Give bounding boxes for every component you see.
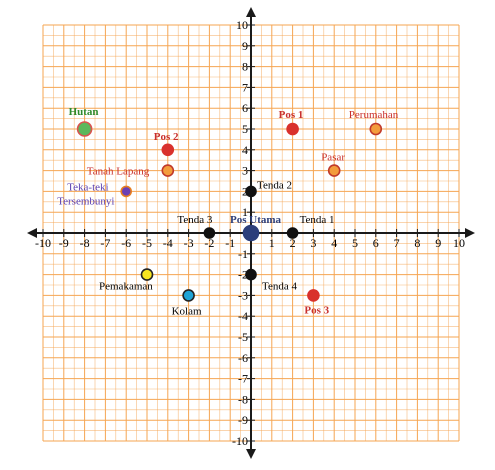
y-tick-label: -4 [238, 309, 248, 323]
label-perumahan: Perumahan [349, 109, 399, 121]
point-tenda-4 [245, 268, 257, 281]
y-tick-label: -10 [232, 434, 248, 448]
point-pos-3 [307, 289, 320, 302]
x-tick-label: 7 [394, 236, 400, 250]
x-tick-label: -1 [225, 236, 235, 250]
x-tick-label: -7 [100, 236, 110, 250]
y-tick-label: 4 [242, 143, 248, 157]
y-tick-label: 8 [242, 60, 248, 74]
x-tick-label: 4 [331, 236, 337, 250]
x-tick-label: -4 [163, 236, 173, 250]
x-tick-label: -8 [80, 236, 90, 250]
point-pos-1 [286, 122, 299, 136]
label-pos-2: Pos 2 [154, 131, 179, 143]
point-labels: Hutan Pos 2 Tanah Lapang Teka-teki Tersembun… [57, 106, 399, 317]
y-axis-up-arrow-icon [246, 7, 256, 17]
point-tanah-lapang [161, 164, 175, 177]
y-tick-label: -3 [238, 288, 248, 302]
point-tenda-3 [203, 227, 216, 239]
y-tick-label: -8 [238, 392, 248, 406]
tick-labels: -10 -9 -8 -7 -6 -5 -4 -3 -2 -1 1 2 3 4 5 6 7 8 9 1010987654… [35, 18, 465, 448]
x-tick-label: -10 [35, 236, 51, 250]
y-tick-label: 9 [242, 39, 248, 53]
x-tick-label: 2 [290, 236, 296, 250]
point-kolam [182, 289, 195, 302]
x-axis-left-arrow-icon [27, 228, 37, 238]
x-tick-label: -5 [142, 236, 152, 250]
x-tick-label: -6 [121, 236, 131, 250]
x-tick-label: 9 [435, 236, 441, 250]
y-tick-label: -5 [238, 330, 248, 344]
y-tick-label: -1 [238, 247, 248, 261]
label-pos-utama: Pos Utama [230, 214, 282, 226]
y-tick-label: 10 [236, 18, 248, 32]
x-tick-label: -9 [59, 236, 69, 250]
x-tick-label: 8 [414, 236, 420, 250]
label-pos-1: Pos 1 [279, 109, 304, 121]
point-teka-teki-tersembunyi [120, 185, 132, 198]
label-tenda-3: Tenda 3 [177, 214, 212, 226]
x-tick-label: 5 [352, 236, 358, 250]
label-tanah-lapang: Tanah Lapang [87, 166, 150, 178]
x-tick-label: -3 [184, 236, 194, 250]
x-axis-right-arrow-icon [465, 228, 475, 238]
label-hutan: Hutan [69, 106, 99, 118]
y-tick-label: -2 [238, 268, 248, 282]
label-kolam: Kolam [172, 305, 202, 317]
label-pasar: Pasar [321, 152, 345, 164]
point-pasar [327, 164, 341, 177]
y-tick-label: 6 [242, 101, 248, 115]
label-pos-3: Pos 3 [304, 304, 329, 316]
x-tick-label: 3 [310, 236, 316, 250]
point-pos-utama [242, 224, 260, 242]
y-tick-label: -9 [238, 413, 248, 427]
map-points [76, 121, 383, 302]
y-tick-label: -6 [238, 351, 248, 365]
x-tick-label: 1 [269, 236, 275, 250]
y-tick-label: 1 [242, 205, 248, 219]
x-tick-label: 10 [453, 236, 465, 250]
y-tick-label: 5 [242, 122, 248, 136]
point-pos-2 [161, 143, 175, 157]
y-tick-label: -7 [238, 372, 248, 386]
label-pemakaman: Pemakaman [99, 281, 153, 293]
y-axis-down-arrow-icon [246, 449, 256, 459]
label-teka-teki-tersembunyi: Teka-teki Tersembunyi [57, 181, 114, 207]
y-tick-label: 7 [242, 80, 248, 94]
label-tenda-1: Tenda 1 [300, 214, 335, 226]
point-pemakaman [140, 268, 154, 281]
label-tenda-2: Tenda 2 [257, 179, 292, 191]
x-tick-label: -2 [204, 236, 214, 250]
point-perumahan [369, 122, 383, 136]
point-tenda-2 [245, 185, 257, 198]
y-tick-label: 3 [242, 164, 248, 178]
label-tenda-4: Tenda 4 [262, 281, 297, 293]
y-tick-label: 2 [242, 184, 248, 198]
point-tenda-1 [286, 227, 299, 239]
x-tick-label: 6 [373, 236, 379, 250]
point-hutan [76, 121, 93, 137]
